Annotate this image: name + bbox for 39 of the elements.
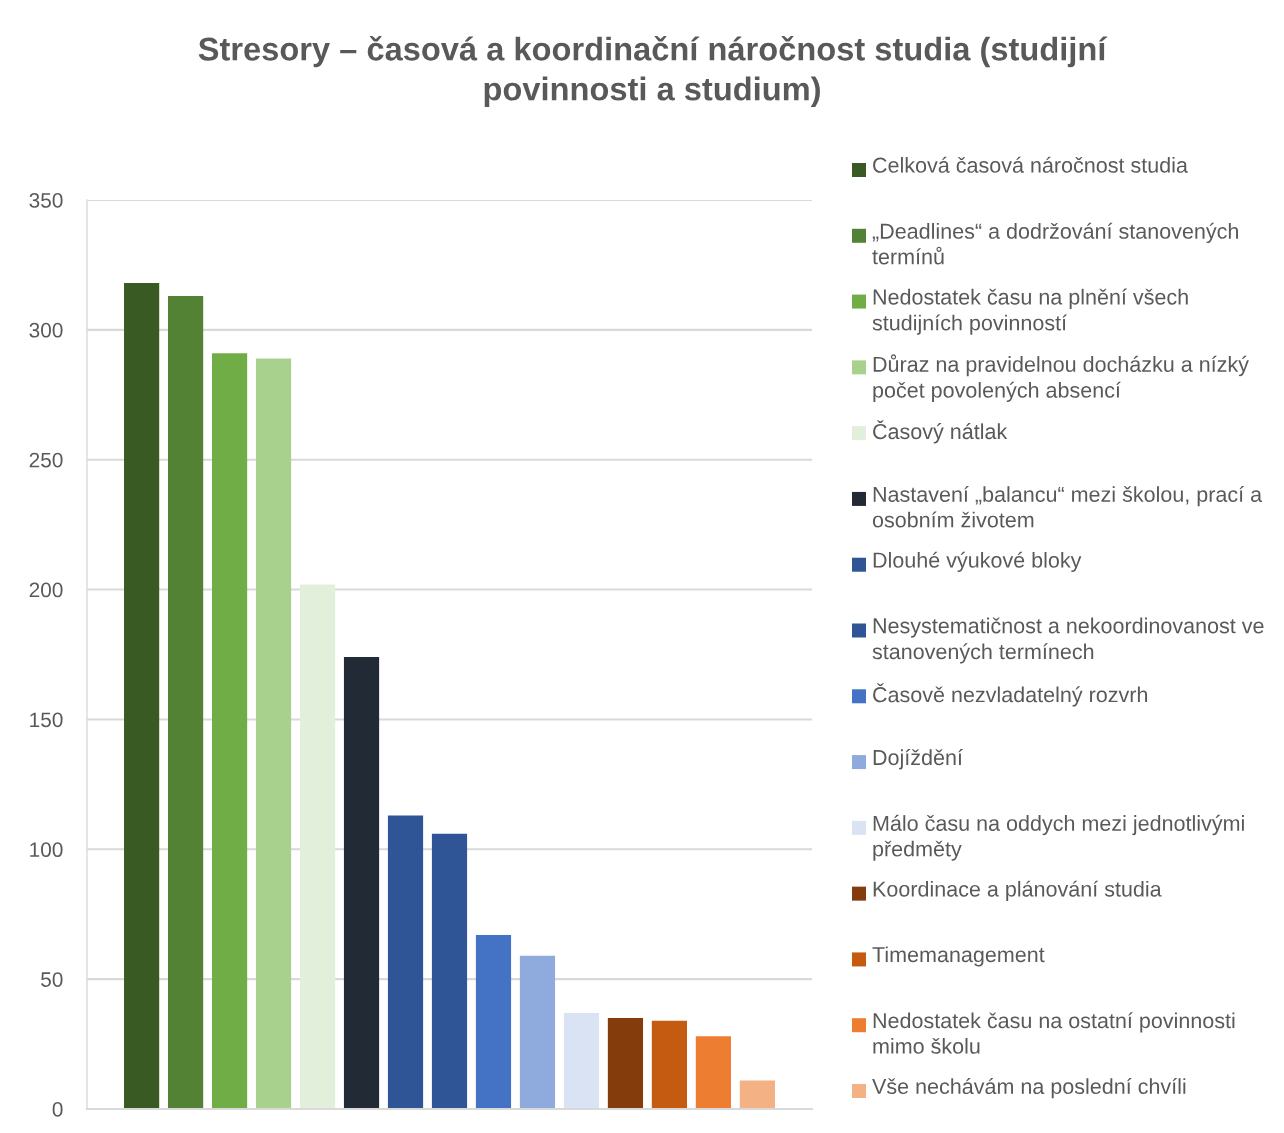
bar <box>299 584 336 1109</box>
legend-label: Málo času na oddych mezi jednotlivými předměty <box>873 814 1244 861</box>
bar <box>739 1080 775 1109</box>
legend-label: Nesystematičnost a nekoordinovanost ve stanovených termínech <box>872 617 1264 664</box>
legend-label: Nastavení „balancu“ mezi školou, prací a osobním životem <box>872 485 1263 528</box>
legend-label: Koordinace a plánování studia <box>873 880 1162 901</box>
bar <box>255 358 292 1109</box>
y-tick-label: 350 <box>29 193 63 208</box>
y-tick-label: 100 <box>30 842 63 858</box>
bar <box>607 1018 644 1109</box>
y-tick-label: 250 <box>29 452 63 468</box>
bar <box>124 283 160 1109</box>
bar <box>168 296 204 1109</box>
bar <box>563 1012 600 1109</box>
y-tick-label: 150 <box>30 712 63 728</box>
bar <box>387 815 424 1109</box>
legend-label: Dlouhé výukové bloky <box>873 551 1082 573</box>
bar <box>695 1036 731 1109</box>
y-tick-label: 0 <box>52 1102 63 1117</box>
y-tick-label: 200 <box>29 582 63 598</box>
legend-label: Nedostatek času na plnění všech studijních povinností <box>872 288 1188 335</box>
legend-label: Důraz na pravidelnou docházku a nízký počet povolených absencí <box>873 354 1249 403</box>
bar <box>519 955 556 1109</box>
legend-label: Celková časová náročnost studia <box>873 156 1188 173</box>
bar <box>211 353 248 1109</box>
y-tick-label: 300 <box>29 322 63 338</box>
bar <box>431 833 468 1109</box>
legend-label: Dojíždění <box>873 749 963 770</box>
chart-title: Stresory – časová a koordinační náročnost studia (studijní povinnosti a studium) <box>198 36 1108 108</box>
y-tick-label: 50 <box>41 972 63 987</box>
legend-label: Timemanagement <box>872 946 1045 967</box>
bar <box>651 1020 688 1109</box>
bar <box>343 657 380 1109</box>
legend-label: Nedostatek času na ostatní povinnosti mimo školu <box>873 1012 1235 1054</box>
legend-label: „Deadlines“ a dodržování stanovených termínů <box>872 222 1238 265</box>
bar <box>475 934 512 1109</box>
legend-label: Časový nátlak <box>873 420 1008 444</box>
legend-label: Vše nechávám na poslední chvíli <box>872 1078 1186 1099</box>
legend-label: Časově nezvladatelný rozvrh <box>873 683 1148 707</box>
